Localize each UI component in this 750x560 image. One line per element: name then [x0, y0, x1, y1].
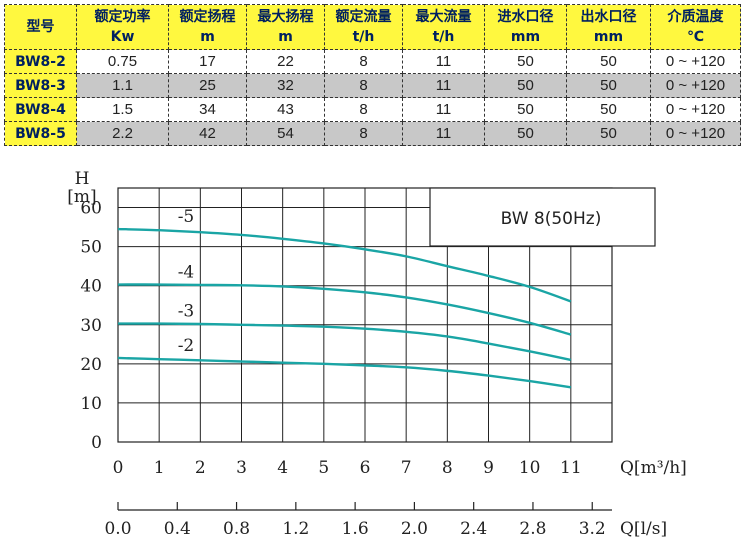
- table-cell: 11: [402, 73, 485, 98]
- x-tick-label: 2: [195, 458, 206, 478]
- table-cell-model: BW8-3: [4, 73, 77, 98]
- table-cell-model: BW8-4: [4, 97, 77, 122]
- x2-tick-label: 3.2: [579, 519, 606, 539]
- table-cell: 42: [168, 121, 247, 146]
- x2-tick-label: 1.6: [342, 519, 369, 539]
- x2-tick-label: 0.8: [223, 519, 250, 539]
- header-rated-head: 额定扬程 m: [168, 4, 247, 50]
- x-tick-label: 11: [560, 458, 582, 478]
- table-row: BW8-3 1.1 25 32 8 11 50 50 0 ~ +120: [4, 73, 741, 98]
- x-tick-label: 1: [154, 458, 165, 478]
- curve-bw8-2: [117, 356, 572, 389]
- x-tick-label: 9: [483, 458, 494, 478]
- legend-text: BW 8(50Hz): [501, 209, 602, 229]
- table-cell: 11: [402, 121, 485, 146]
- table-cell: 0 ~ +120: [650, 49, 741, 74]
- y-tick-label: 0: [91, 433, 102, 453]
- x2-tick-label: 2.0: [401, 519, 428, 539]
- spec-table: 型号 额定功率 Kw 额定扬程 m 最大扬程 m 额定流量 t/h 最大流量 t/h 进水…: [4, 4, 741, 146]
- table-cell: 34: [168, 97, 247, 122]
- table-cell: 50: [484, 49, 567, 74]
- y-tick-label: 10: [80, 394, 102, 414]
- x-tick-label: 0: [113, 458, 124, 478]
- table-cell: 50: [484, 121, 567, 146]
- table-cell: 50: [566, 73, 651, 98]
- y-tick-label: 40: [80, 277, 102, 297]
- x2-axis-title: Q[l/s]: [620, 519, 667, 539]
- table-cell: 8: [324, 73, 403, 98]
- table-header-row: 型号 额定功率 Kw 额定扬程 m 最大扬程 m 额定流量 t/h 最大流量 t/h 进水…: [4, 4, 741, 50]
- table-cell: 50: [484, 97, 567, 122]
- y-tick-label: 30: [80, 316, 102, 336]
- table-cell: 2.2: [76, 121, 169, 146]
- x2-tick-label: 0.0: [104, 519, 131, 539]
- table-cell: 1.1: [76, 73, 169, 98]
- table-cell: 17: [168, 49, 247, 74]
- curve-bw8-3: [117, 322, 572, 362]
- x-tick-label: 4: [277, 458, 288, 478]
- header-max-head: 最大扬程 m: [246, 4, 325, 50]
- table-cell: 32: [246, 73, 325, 98]
- x-tick-label: 10: [519, 458, 541, 478]
- y-tick-label: 60: [80, 199, 102, 219]
- header-rated-flow: 额定流量 t/h: [324, 4, 403, 50]
- y-axis-title: H: [75, 169, 90, 189]
- x2-tick-label: 2.8: [519, 519, 546, 539]
- table-row: BW8-4 1.5 34 43 8 11 50 50 0 ~ +120: [4, 97, 741, 122]
- y-tick-label: 50: [80, 238, 102, 258]
- header-rated-power: 额定功率 Kw: [76, 4, 169, 50]
- curve-label: -3: [178, 302, 195, 322]
- curve-bw8-5: [117, 227, 572, 303]
- table-cell: 54: [246, 121, 325, 146]
- x2-tick-label: 1.2: [282, 519, 309, 539]
- curve-bw8-4: [117, 283, 572, 336]
- x2-tick-label: 0.4: [164, 519, 191, 539]
- table-cell: 0 ~ +120: [650, 97, 741, 122]
- table-cell: 1.5: [76, 97, 169, 122]
- table-cell: 25: [168, 73, 247, 98]
- table-cell: 50: [566, 49, 651, 74]
- table-cell: 8: [324, 97, 403, 122]
- table-cell: 11: [402, 49, 485, 74]
- table-cell-model: BW8-5: [4, 121, 77, 146]
- table-cell: 8: [324, 121, 403, 146]
- table-cell: 0 ~ +120: [650, 121, 741, 146]
- x-tick-label: 3: [236, 458, 247, 478]
- table-cell: 43: [246, 97, 325, 122]
- table-cell: 8: [324, 49, 403, 74]
- curve-label: -4: [178, 263, 195, 283]
- x-tick-label: 7: [401, 458, 412, 478]
- table-row: BW8-2 0.75 17 22 8 11 50 50 0 ~ +120: [4, 49, 741, 74]
- table-cell: 0.75: [76, 49, 169, 74]
- x-tick-label: 8: [442, 458, 453, 478]
- header-inlet-diameter: 进水口径 mm: [484, 4, 567, 50]
- header-model: 型号: [4, 4, 77, 50]
- table-cell: 22: [246, 49, 325, 74]
- table-cell: 50: [484, 73, 567, 98]
- y-axis-unit: [m]: [67, 187, 96, 207]
- header-outlet-diameter: 出水口径 mm: [566, 4, 651, 50]
- x-axis-title: Q[m³/h]: [620, 458, 687, 478]
- table-cell: 50: [566, 97, 651, 122]
- x-tick-label: 5: [318, 458, 329, 478]
- table-row: BW8-5 2.2 42 54 8 11 50 50 0 ~ +120: [4, 121, 741, 146]
- table-cell-model: BW8-2: [4, 49, 77, 74]
- curve-label: -5: [178, 207, 195, 227]
- curve-label: -2: [178, 336, 195, 356]
- y-tick-label: 20: [80, 355, 102, 375]
- x2-tick-label: 2.4: [460, 519, 487, 539]
- header-max-flow: 最大流量 t/h: [402, 4, 485, 50]
- table-cell: 50: [566, 121, 651, 146]
- table-cell: 11: [402, 97, 485, 122]
- x-tick-label: 6: [360, 458, 371, 478]
- table-cell: 0 ~ +120: [650, 73, 741, 98]
- legend-box: [429, 187, 656, 247]
- performance-chart: BW 8(50Hz) 0 1 2 3 4 5 6 7 8 9 10 11 0 10 20 30 40 50 60 H[…: [67, 169, 687, 539]
- header-medium-temperature: 介质温度 ℃: [650, 4, 741, 50]
